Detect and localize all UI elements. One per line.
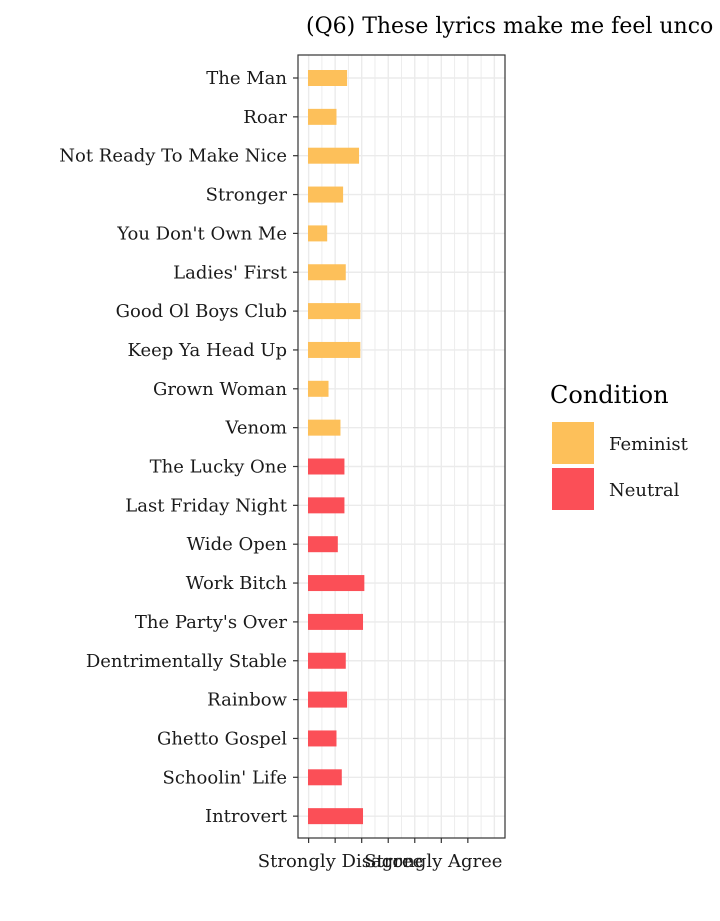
bar	[308, 730, 337, 747]
bar	[308, 303, 361, 320]
legend-key	[552, 422, 594, 464]
bar	[308, 70, 348, 86]
bar	[308, 769, 342, 786]
category-label: Dentrimentally Stable	[86, 651, 287, 672]
category-label: Keep Ya Head Up	[128, 340, 287, 361]
bar	[308, 497, 345, 514]
category-label: Good Ol Boys Club	[116, 301, 287, 322]
category-label: Wide Open	[187, 534, 288, 555]
bar	[308, 613, 364, 630]
legend: Condition Feminist Neutral	[550, 381, 689, 510]
category-label: Ghetto Gospel	[157, 728, 287, 749]
bar	[308, 264, 346, 281]
category-label: Schoolin' Life	[163, 767, 287, 788]
bar	[308, 575, 365, 592]
category-label: Introvert	[205, 806, 288, 827]
bar	[308, 458, 345, 475]
bar	[308, 419, 341, 436]
category-label: The Lucky One	[150, 457, 287, 478]
category-label: You Don't Own Me	[116, 223, 287, 244]
category-label: The Man	[206, 68, 287, 89]
bar	[308, 186, 344, 203]
bar	[308, 108, 337, 125]
category-label: Roar	[243, 107, 287, 128]
legend-label: Feminist	[609, 434, 689, 455]
category-label: Stronger	[206, 185, 288, 206]
legend-key	[552, 468, 594, 510]
y-axis-labels: The Man Roar Not Ready To Make Nice Stronge…	[59, 68, 298, 827]
legend-label: Neutral	[609, 480, 680, 501]
chart-title: (Q6) These lyrics make me feel unco	[306, 14, 713, 39]
bar	[308, 380, 329, 397]
category-label: The Party's Over	[135, 612, 287, 633]
category-label: Grown Woman	[153, 379, 287, 400]
category-label: Venom	[225, 418, 288, 439]
category-label: Last Friday Night	[125, 495, 287, 516]
x-tick-label: Strongly Disagree	[258, 851, 423, 872]
bar	[308, 808, 364, 825]
grid	[298, 55, 505, 838]
category-label: Not Ready To Make Nice	[59, 146, 287, 167]
bar	[308, 225, 328, 242]
legend-title: Condition	[550, 381, 669, 409]
bar	[308, 341, 361, 358]
x-tick-label: Strongly Agree	[364, 851, 502, 872]
category-label: Work Bitch	[186, 573, 288, 594]
plot-panel-border	[297, 54, 506, 839]
category-label: Ladies' First	[173, 262, 288, 283]
bar	[308, 536, 338, 553]
bars	[308, 70, 365, 825]
bar	[308, 147, 360, 164]
category-label: Rainbow	[207, 690, 287, 711]
bar	[308, 652, 346, 669]
bar	[308, 691, 348, 708]
